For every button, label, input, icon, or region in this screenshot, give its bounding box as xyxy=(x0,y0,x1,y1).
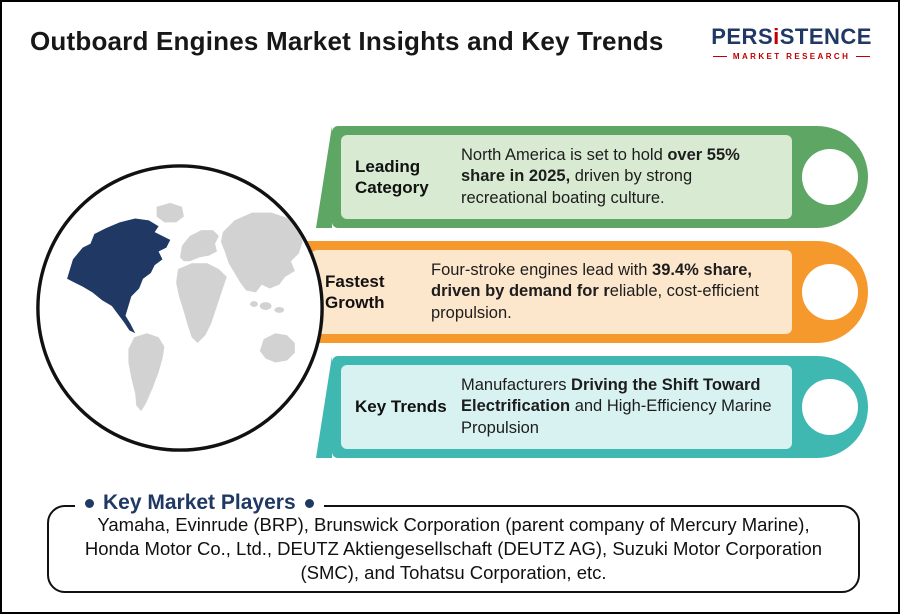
world-map xyxy=(36,164,324,452)
desc-text-bold: over 55% share in 2025, xyxy=(461,145,740,186)
logo-tagline-text: MARKET RESEARCH xyxy=(732,52,851,61)
map-greenland xyxy=(156,202,184,223)
logo-text-i: i xyxy=(773,24,780,49)
desc-text-bold: Driving the Shift Toward Electrification xyxy=(461,375,761,416)
insight-content: Key Trends Manufacturers Driving the Shi… xyxy=(341,365,792,449)
insight-label: Leading Category xyxy=(355,156,429,197)
bullet-dot-icon xyxy=(304,498,314,508)
insight-description: North America is set to hold over 55% sh… xyxy=(461,145,780,209)
insight-row-leading-category: Leading Category North America is set to… xyxy=(332,126,868,228)
map-island xyxy=(259,302,272,310)
bullet-dot-icon xyxy=(85,498,94,508)
key-players-list: Yamaha, Evinrude (BRP), Brunswick Corpor… xyxy=(84,513,823,584)
map-south-america xyxy=(128,333,165,412)
key-players-title: Key Market Players xyxy=(103,491,296,514)
desc-text-post: and High-Efficiency Marine Propulsion xyxy=(461,397,772,437)
world-map-circle xyxy=(34,162,326,454)
desc-text-post: eliable, cost-efficient propulsion. xyxy=(431,282,759,322)
insight-row-key-trends: Key Trends Manufacturers Driving the Shi… xyxy=(332,356,868,458)
insight-label: Key Trends xyxy=(355,397,447,417)
page-title: Outboard Engines Market Insights and Key… xyxy=(30,26,664,56)
insight-description: Four-stroke engines lead with 39.4% shar… xyxy=(431,260,780,324)
desc-text-pre: Manufacturers xyxy=(461,375,572,394)
tagline-rule-right xyxy=(856,56,871,57)
logo-text-pre: PERS xyxy=(711,24,774,49)
banner-endcap xyxy=(792,135,868,219)
map-north-america xyxy=(67,218,171,334)
insight-row-fastest-growth: Fastest Growth Four-stroke engines lead … xyxy=(302,241,868,343)
desc-text-bold: 39.4% share, driven by demand for r xyxy=(431,260,753,301)
desc-text-pre: Four-stroke engines lead with xyxy=(431,260,653,279)
tagline-rule-left xyxy=(712,56,727,57)
insight-banners: Leading Category North America is set to… xyxy=(272,126,868,458)
desc-text-pre: North America is set to hold xyxy=(461,145,668,164)
map-europe xyxy=(180,230,219,262)
endcap-circle xyxy=(802,264,858,320)
insight-content: Leading Category North America is set to… xyxy=(341,135,792,219)
logo-wordmark: PERSiSTENCE xyxy=(711,24,872,50)
endcap-circle xyxy=(802,149,858,205)
banner-endcap xyxy=(792,250,868,334)
logo-tagline: MARKET RESEARCH xyxy=(711,52,872,61)
banner-endcap xyxy=(792,365,868,449)
key-players-box: Key Market Players Yamaha, Evinrude (BRP… xyxy=(47,491,860,593)
map-island xyxy=(250,301,258,308)
map-australia xyxy=(259,333,295,363)
insight-label: Fastest Growth xyxy=(325,271,385,312)
map-africa xyxy=(176,263,227,344)
desc-text-post: driven by strong recreational boating cu… xyxy=(461,167,693,207)
map-island xyxy=(274,307,285,313)
persistence-logo: PERSiSTENCE MARKET RESEARCH xyxy=(711,24,872,61)
logo-text-post: STENCE xyxy=(779,24,872,49)
insight-description: Manufacturers Driving the Shift Toward E… xyxy=(461,375,780,439)
map-asia xyxy=(220,212,303,293)
endcap-circle xyxy=(802,379,858,435)
key-players-heading: Key Market Players xyxy=(75,491,324,515)
insight-content: Fastest Growth Four-stroke engines lead … xyxy=(311,250,792,334)
